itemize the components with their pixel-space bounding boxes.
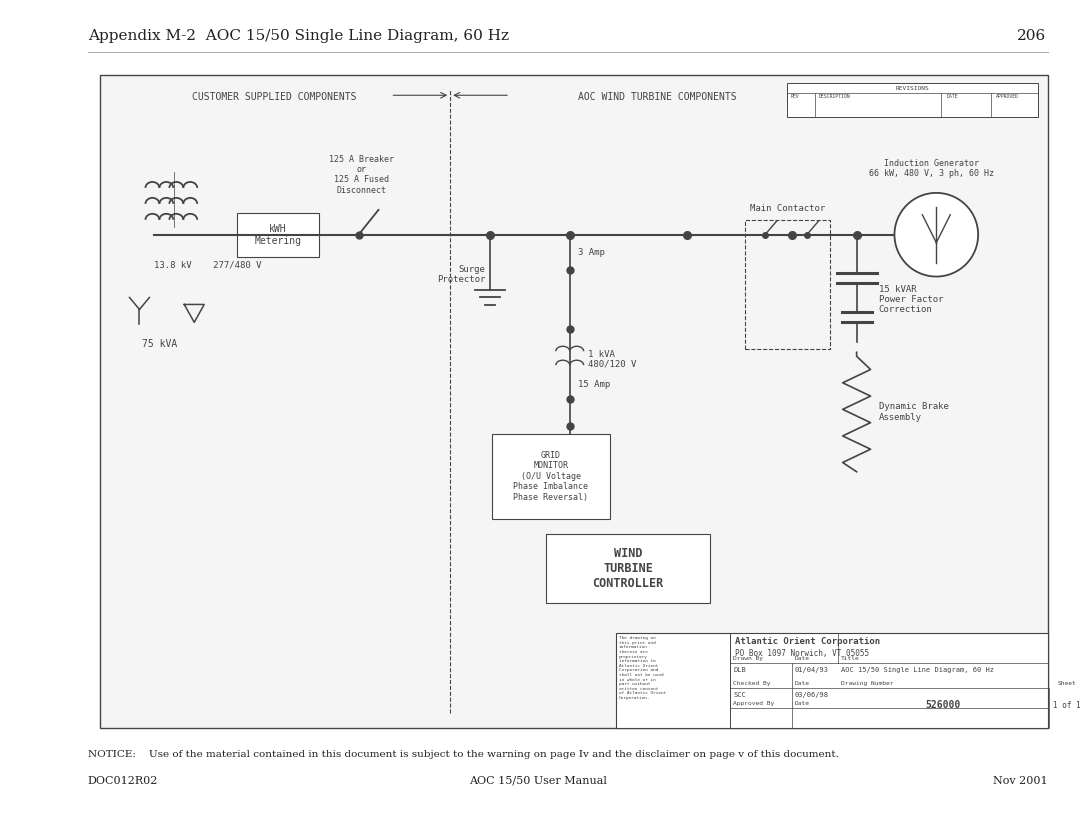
Text: DESCRIPTION: DESCRIPTION <box>819 94 850 99</box>
Text: 526000: 526000 <box>926 700 961 710</box>
Text: AOC 15/50 Single Line Diagram, 60 Hz: AOC 15/50 Single Line Diagram, 60 Hz <box>840 667 994 673</box>
Text: 03/06/98: 03/06/98 <box>795 692 828 698</box>
Bar <box>745 220 829 349</box>
Text: 3 Amp: 3 Amp <box>578 249 605 257</box>
Text: Sheet: Sheet <box>1057 681 1076 686</box>
Text: Atlantic Orient Corporation: Atlantic Orient Corporation <box>735 637 880 646</box>
Text: DATE: DATE <box>946 94 958 99</box>
Text: Drawing Number: Drawing Number <box>840 681 893 686</box>
Text: Surge
Protector: Surge Protector <box>436 265 485 284</box>
Text: Date: Date <box>795 681 810 686</box>
Text: 01/04/93: 01/04/93 <box>795 667 828 673</box>
Text: Main Contactor: Main Contactor <box>750 203 825 213</box>
Text: The drawing on
this print and
information
therein are
proprietary
information to: The drawing on this print and informatio… <box>619 636 665 700</box>
Text: Induction Generator
66 kW, 480 V, 3 ph, 60 Hz: Induction Generator 66 kW, 480 V, 3 ph, … <box>868 158 994 178</box>
Text: 75 kVA: 75 kVA <box>141 339 177 349</box>
Bar <box>616 633 1048 728</box>
Text: Dynamic Brake
Assembly: Dynamic Brake Assembly <box>878 402 948 422</box>
Text: DOC012R02: DOC012R02 <box>87 776 158 786</box>
Text: REV: REV <box>791 94 799 99</box>
Text: Nov 2001: Nov 2001 <box>994 776 1048 786</box>
Bar <box>99 75 1048 728</box>
Text: Date: Date <box>795 701 810 706</box>
Text: 15 kVAR
Power Factor
Correction: 15 kVAR Power Factor Correction <box>878 284 943 314</box>
Text: WIND
TURBINE
CONTROLLER: WIND TURBINE CONTROLLER <box>593 547 663 590</box>
Text: Approved By: Approved By <box>733 701 774 706</box>
Text: CUSTOMER SUPPLIED COMPONENTS: CUSTOMER SUPPLIED COMPONENTS <box>191 93 356 103</box>
Bar <box>545 534 711 603</box>
Text: GRID
MONITOR
(O/U Voltage
Phase Imbalance
Phase Reversal): GRID MONITOR (O/U Voltage Phase Imbalanc… <box>513 451 589 501</box>
Text: Title: Title <box>840 656 860 661</box>
Text: APPROVED: APPROVED <box>996 94 1020 99</box>
Text: NOTICE:    Use of the material contained in this document is subject to the warn: NOTICE: Use of the material contained in… <box>87 750 838 759</box>
Text: DLB: DLB <box>733 667 746 673</box>
Text: AOC 15/50 User Manual: AOC 15/50 User Manual <box>469 776 607 786</box>
Text: kWH
Metering: kWH Metering <box>255 224 301 245</box>
Text: SCC: SCC <box>733 692 746 698</box>
Text: Checked By: Checked By <box>733 681 771 686</box>
Text: 13.8 kV    277/480 V: 13.8 kV 277/480 V <box>154 260 261 269</box>
Text: 206: 206 <box>1016 28 1045 43</box>
Text: 1 kVA
480/120 V: 1 kVA 480/120 V <box>588 349 636 369</box>
Text: Appendix M-2  AOC 15/50 Single Line Diagram, 60 Hz: Appendix M-2 AOC 15/50 Single Line Diagr… <box>87 28 509 43</box>
Text: REVISIONS: REVISIONS <box>895 86 929 91</box>
Bar <box>238 213 319 257</box>
Text: Drawn By: Drawn By <box>733 656 764 661</box>
Text: AOC WIND TURBINE COMPONENTS: AOC WIND TURBINE COMPONENTS <box>578 93 737 103</box>
Text: Date: Date <box>795 656 810 661</box>
Bar <box>787 83 1038 118</box>
Text: 125 A Breaker
or
125 A Fused
Disconnect: 125 A Breaker or 125 A Fused Disconnect <box>329 154 394 195</box>
Text: 15 Amp: 15 Amp <box>578 379 610 389</box>
Circle shape <box>894 193 978 277</box>
Text: 1 of 1: 1 of 1 <box>1053 701 1080 710</box>
Bar <box>492 434 609 519</box>
Text: PO Box 1097 Norwich, VT 05055: PO Box 1097 Norwich, VT 05055 <box>735 649 869 658</box>
